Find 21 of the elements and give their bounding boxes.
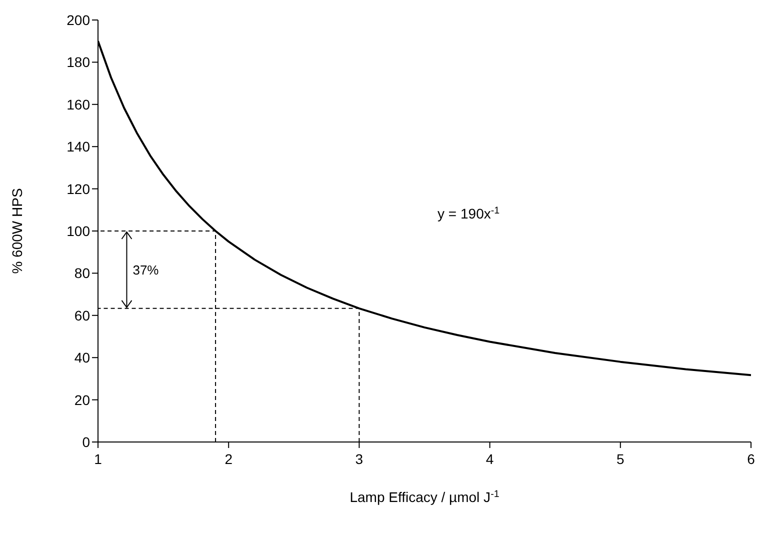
x-tick-label: 1: [94, 450, 102, 467]
y-tick-label: 120: [66, 180, 90, 197]
y-tick-label: 80: [74, 265, 90, 282]
x-tick-label: 3: [355, 450, 364, 467]
y-tick-label: 140: [66, 138, 90, 155]
y-tick-label: 0: [82, 434, 90, 450]
x-tick-label: 2: [224, 450, 233, 467]
x-tick-label: 5: [616, 450, 624, 467]
y-axis-title: % 600W HPS: [9, 188, 25, 274]
x-tick-label: 6: [747, 450, 756, 467]
y-tick-label: 200: [66, 12, 90, 28]
x-axis-title: Lamp Efficacy / µmol J$^{-1}$: [350, 488, 500, 505]
annotation: y = 190x$^{-1}$: [438, 204, 500, 222]
y-tick-label: 60: [74, 307, 90, 324]
x-tick-label: 4: [486, 450, 494, 467]
y-tick-label: 40: [74, 350, 90, 366]
annotation: 37%: [132, 262, 160, 278]
y-tick-label: 20: [74, 392, 90, 408]
y-tick-label: 180: [66, 54, 90, 70]
y-tick-label: 160: [66, 96, 90, 112]
y-tick-label: 100: [66, 222, 90, 239]
